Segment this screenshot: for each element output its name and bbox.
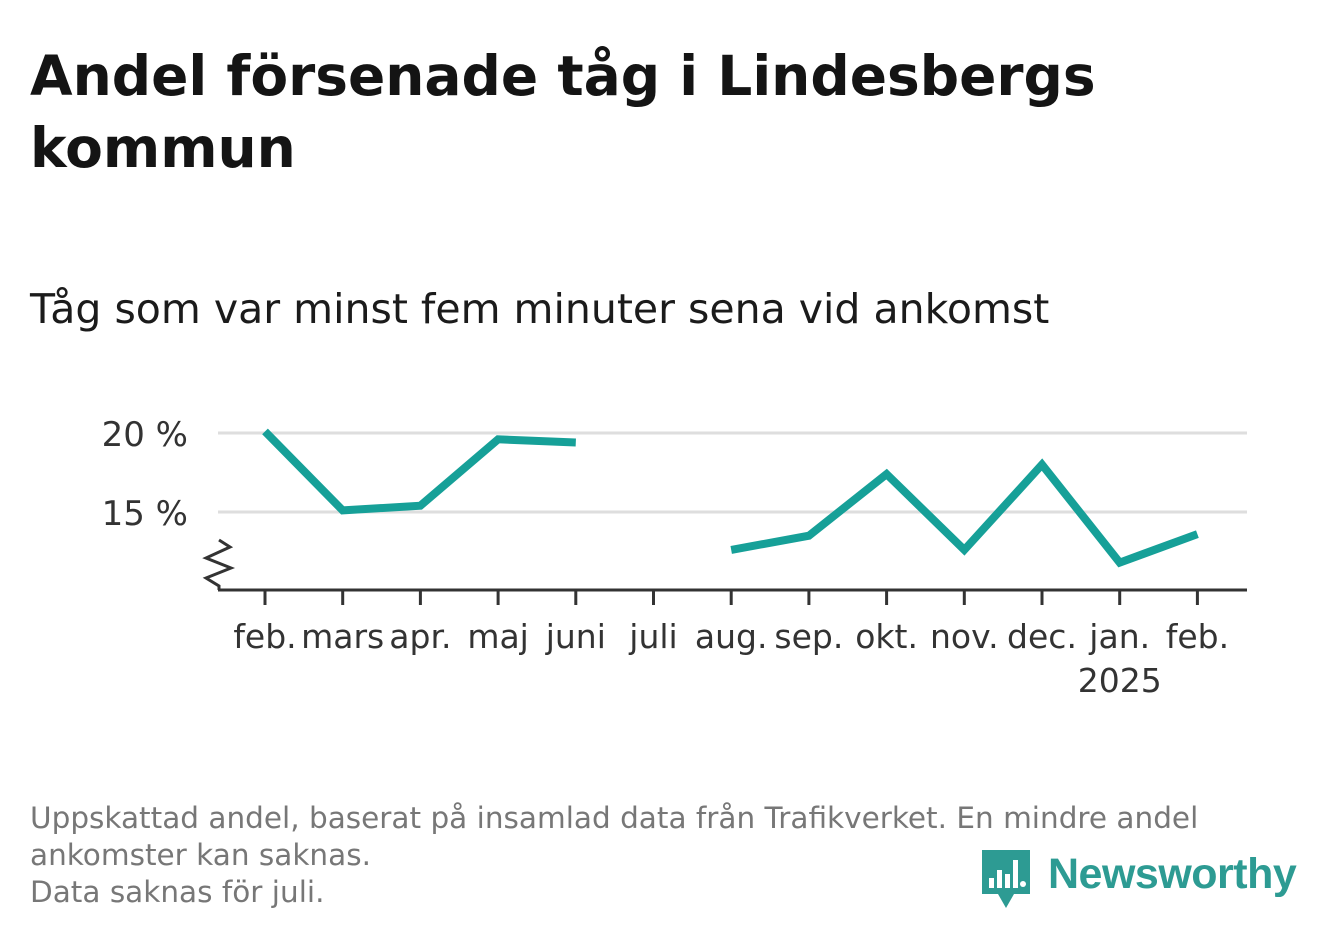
footnote-source: Uppskattad andel, baserat på insamlad da… <box>30 801 1199 872</box>
x-tick-label: aug. <box>695 617 768 656</box>
brand-logo[interactable]: Newsworthy <box>980 848 1297 910</box>
brand-name: Newsworthy <box>1048 850 1297 898</box>
x-tick-label: nov. <box>930 617 999 656</box>
data-point <box>416 502 424 510</box>
x-tick-label: feb. <box>233 617 296 656</box>
data-point <box>1193 530 1201 538</box>
line-chart: 15 %20 % feb. mars apr. maj juni juli aug. sep.… <box>102 415 1247 700</box>
data-point <box>494 435 502 443</box>
data-point <box>805 532 813 540</box>
footnote: Uppskattad andel, baserat på insamlad da… <box>30 800 1300 911</box>
zigzag-break-icon <box>202 538 236 590</box>
gridlines <box>218 431 1247 514</box>
x-tick-label: dec. <box>1007 617 1077 656</box>
x-tick-label: maj <box>467 617 529 656</box>
series-line-segment <box>730 458 1199 568</box>
x-tick-label: sep. <box>774 617 843 656</box>
data-point <box>883 470 891 478</box>
x-tick-label: apr. <box>389 617 451 656</box>
series-line <box>261 427 1201 568</box>
chart-subtitle: Tåg som var minst fem minuter sena vid a… <box>30 285 1050 333</box>
data-point <box>339 506 347 514</box>
x-tick-label: juli <box>628 617 677 656</box>
y-tick-label: 20 % <box>102 415 188 455</box>
x-tick-label: jan. <box>1088 617 1150 656</box>
x-tick-label: feb. <box>1166 617 1229 656</box>
series-line-segment <box>262 428 576 515</box>
footnote-missing-data: Data saknas för juli. <box>30 875 325 909</box>
x-tick-label: okt. <box>855 617 918 656</box>
x-year-label: 2025 <box>1078 661 1162 700</box>
chart-title: Andel försenade tåg i Lindesbergs kommun <box>30 44 1096 180</box>
data-point <box>572 438 580 446</box>
x-tick-label: juni <box>545 617 606 656</box>
data-point <box>1038 461 1046 469</box>
newsworthy-logo-icon <box>982 850 1030 908</box>
data-point <box>960 546 968 554</box>
y-axis-ticks: 15 % 20 % <box>102 415 188 534</box>
x-tick-label: mars <box>301 617 384 656</box>
data-point <box>727 546 735 554</box>
y-tick-label: 15 % <box>102 494 188 534</box>
data-point <box>1116 559 1124 567</box>
zigzag-break-icon <box>202 538 236 590</box>
data-point <box>261 427 269 435</box>
x-axis-ticks: feb. mars apr. maj juni juli aug. sep. okt. nov. d… <box>233 590 1229 700</box>
